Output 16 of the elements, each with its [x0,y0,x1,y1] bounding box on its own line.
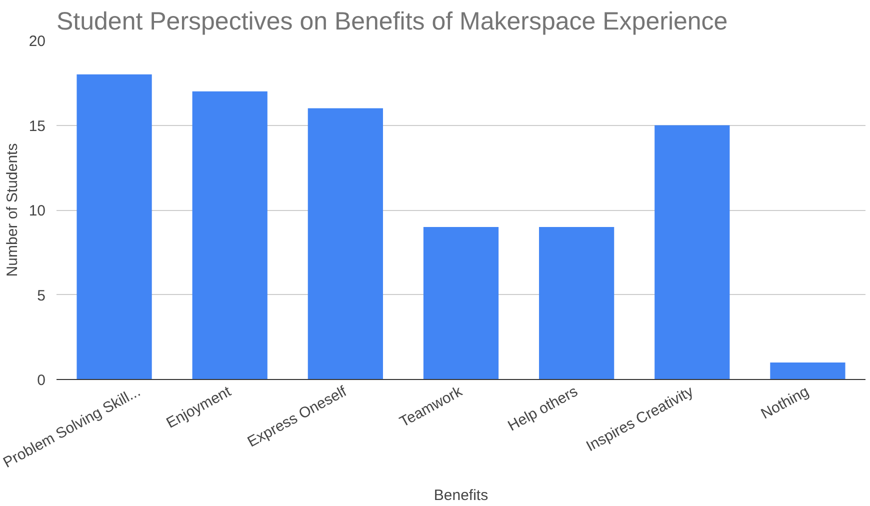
y-tick-label: 5 [37,287,46,304]
y-axis-title: Number of Students [4,143,21,277]
bar [192,91,268,380]
x-tick-label: Help others [505,383,581,435]
y-tick-label: 20 [28,33,46,50]
bar [308,108,383,380]
bar [539,226,614,380]
y-tick-label: 10 [28,202,46,220]
y-tick-label: 15 [28,118,46,135]
y-tick-label: 0 [37,372,46,389]
bar [654,125,730,380]
x-axis-title: Benefits [434,486,488,504]
bar [770,362,846,380]
bar [423,226,499,380]
bar [76,74,152,380]
chart-title: Student Perspectives on Benefits of Makerspace Experience [56,8,728,36]
